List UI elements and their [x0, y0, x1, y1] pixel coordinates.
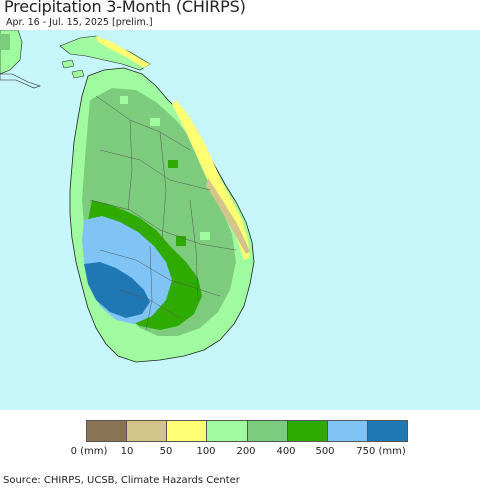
map-title: Precipitation 3-Month (CHIRPS): [4, 0, 246, 16]
legend-swatch-2: [167, 421, 208, 441]
jaffna-dry-strip: [96, 36, 150, 68]
legend-label-0: 0 (mm): [70, 446, 108, 457]
legend-swatch-1: [127, 421, 168, 441]
zone-east-very-dry: [206, 178, 250, 254]
patch-4: [176, 236, 186, 246]
legend-label-6: 500: [315, 446, 335, 457]
north-island-a: [61, 59, 75, 69]
legend-label-7: 750 (mm): [356, 446, 406, 457]
legend-label-4: 200: [236, 446, 256, 457]
legend-swatch-6: [327, 421, 368, 441]
legend-label-3: 100: [196, 446, 216, 457]
legend-label-5: 400: [276, 446, 296, 457]
patch-2: [150, 118, 160, 126]
india-green-patch: [0, 34, 10, 50]
legend-swatch-5: [287, 421, 328, 441]
patch-6: [200, 232, 210, 240]
north-island-b: [71, 69, 85, 79]
zone-750-plus: [84, 262, 150, 318]
patch-5: [182, 272, 194, 280]
color-legend: [86, 420, 408, 442]
india-coast-detail: [0, 73, 41, 89]
source-credit: Source: CHIRPS, UCSB, Climate Hazards Ce…: [3, 475, 240, 486]
map-subtitle: Apr. 16 - Jul. 15, 2025 [prelim.]: [6, 17, 153, 28]
legend-swatch-7: [367, 421, 407, 441]
patch-1: [120, 96, 128, 104]
legend-label-2: 50: [159, 446, 173, 457]
legend-label-1: 10: [120, 446, 134, 457]
patch-3: [168, 160, 178, 168]
legend-swatch-3: [207, 421, 248, 441]
legend-swatch-4: [247, 421, 288, 441]
legend-labels: 0 (mm) 10 50 100 200 400 500 750 (mm): [0, 446, 480, 460]
precipitation-map: [0, 30, 480, 410]
district-boundaries: [89, 95, 237, 331]
legend-swatch-0: [87, 421, 128, 441]
